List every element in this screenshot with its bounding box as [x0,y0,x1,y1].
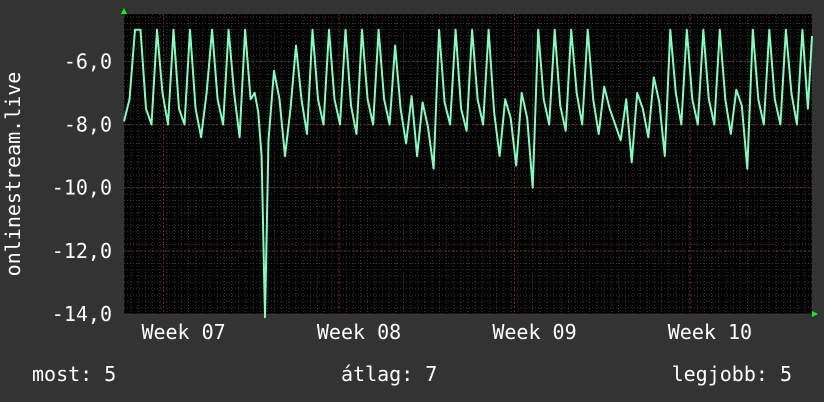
y-tick-label: -10,0 [52,176,112,200]
average-value-label: átlag: 7 [341,362,438,386]
x-tick-label: Week 10 [668,320,752,344]
x-tick-label: Week 09 [492,320,576,344]
current-value-label: most: 5 [32,362,117,386]
series-line-0 [123,28,813,319]
x-tick-label: Week 07 [141,320,225,344]
y-tick-label: -14,0 [52,302,112,326]
y-tick-label: -12,0 [52,239,112,263]
y-axis-arrow [121,8,127,14]
y-axis-title: onlinestream.live [1,72,25,277]
x-tick-label: Week 08 [317,320,401,344]
line-chart: -6,0 -8,0 -10,0 -12,0 -14,0 Week 07 Week 08 Wee… [1,8,818,344]
best-value-label: legjobb: 5 [671,362,792,386]
y-tick-label: -6,0 [64,49,112,73]
x-axis-arrow [812,311,818,317]
y-tick-label: -8,0 [64,113,112,137]
